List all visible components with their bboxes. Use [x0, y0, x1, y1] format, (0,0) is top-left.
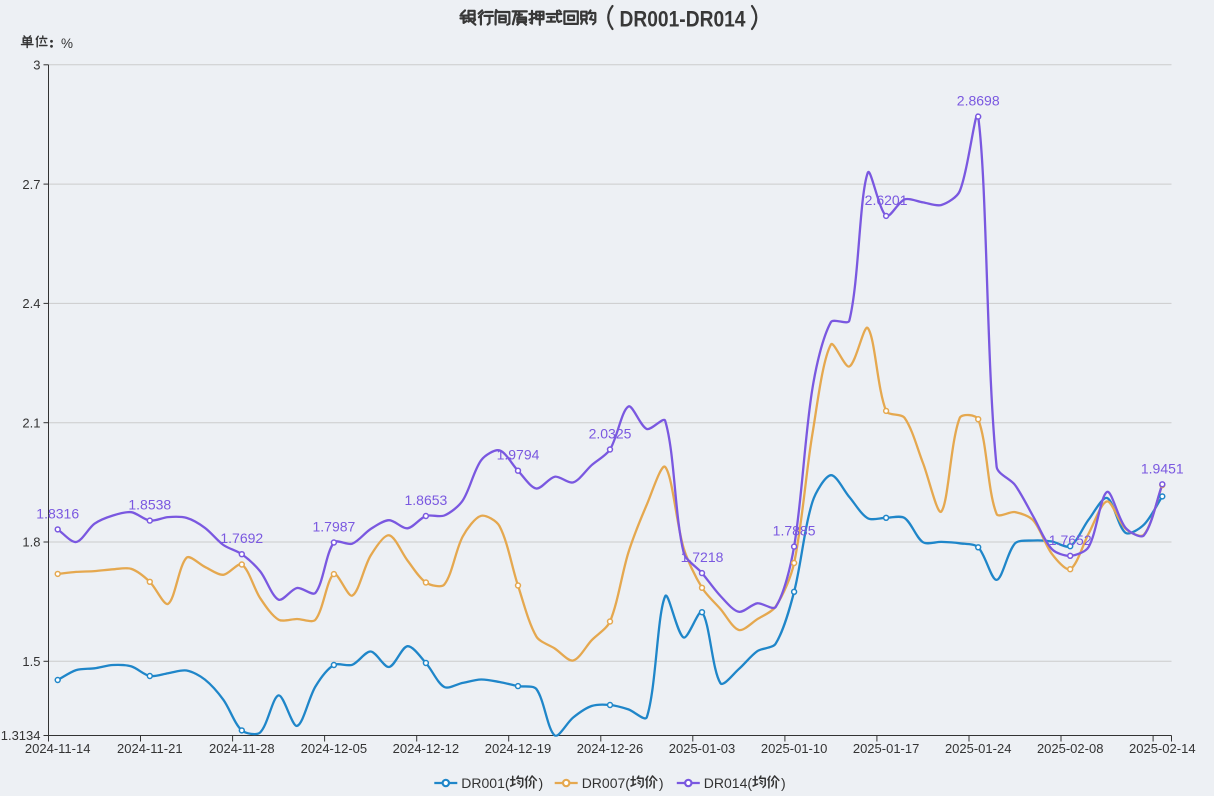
svg-text:2025-01-17: 2025-01-17	[853, 741, 920, 756]
svg-text:DR001(: DR001(	[461, 775, 510, 791]
svg-text:2024-12-26: 2024-12-26	[577, 741, 644, 756]
svg-text:1.7652: 1.7652	[1049, 532, 1092, 548]
svg-text:2025-01-10: 2025-01-10	[761, 741, 828, 756]
svg-text:2.6201: 2.6201	[865, 192, 908, 208]
svg-text:1.8316: 1.8316	[36, 505, 79, 521]
svg-text:2025-02-14: 2025-02-14	[1129, 741, 1196, 756]
svg-text:1.5: 1.5	[22, 654, 40, 669]
svg-text:1.9794: 1.9794	[497, 447, 540, 463]
svg-text:2024-11-14: 2024-11-14	[25, 741, 91, 756]
svg-text:2025-02-08: 2025-02-08	[1037, 741, 1104, 756]
svg-text:1.7692: 1.7692	[220, 530, 263, 546]
svg-text:1.8: 1.8	[22, 535, 40, 550]
svg-text:1.7885: 1.7885	[773, 523, 816, 539]
svg-text:2.8698: 2.8698	[957, 93, 1000, 109]
svg-text:DR014(: DR014(	[704, 775, 753, 791]
svg-text:2024-11-21: 2024-11-21	[117, 741, 183, 756]
svg-text:DR001-DR014: DR001-DR014	[620, 7, 747, 32]
svg-text:2024-11-28: 2024-11-28	[209, 741, 275, 756]
svg-text:2.7: 2.7	[22, 177, 40, 192]
svg-text:2024-12-05: 2024-12-05	[301, 741, 368, 756]
svg-text:2024-12-19: 2024-12-19	[485, 741, 552, 756]
svg-text:): )	[659, 775, 664, 791]
svg-text:1.7218: 1.7218	[681, 549, 724, 565]
svg-text:1.8538: 1.8538	[128, 497, 171, 513]
svg-text:2025-01-24: 2025-01-24	[945, 741, 1012, 756]
svg-text:2025-01-03: 2025-01-03	[669, 741, 736, 756]
svg-text:1.9451: 1.9451	[1141, 460, 1184, 476]
svg-text:2.4: 2.4	[22, 296, 40, 311]
svg-text:2.0325: 2.0325	[589, 426, 632, 442]
svg-text:2024-12-12: 2024-12-12	[393, 741, 460, 756]
svg-text:1.8653: 1.8653	[404, 492, 447, 508]
svg-text:1.7987: 1.7987	[312, 519, 355, 535]
svg-text:DR007(: DR007(	[582, 775, 631, 791]
svg-text:): )	[539, 775, 544, 791]
svg-text:1.3134: 1.3134	[1, 728, 41, 743]
svg-text:3: 3	[33, 58, 40, 73]
svg-text:2.1: 2.1	[22, 415, 40, 430]
svg-text:%: %	[61, 36, 73, 51]
svg-text:): )	[781, 775, 786, 791]
